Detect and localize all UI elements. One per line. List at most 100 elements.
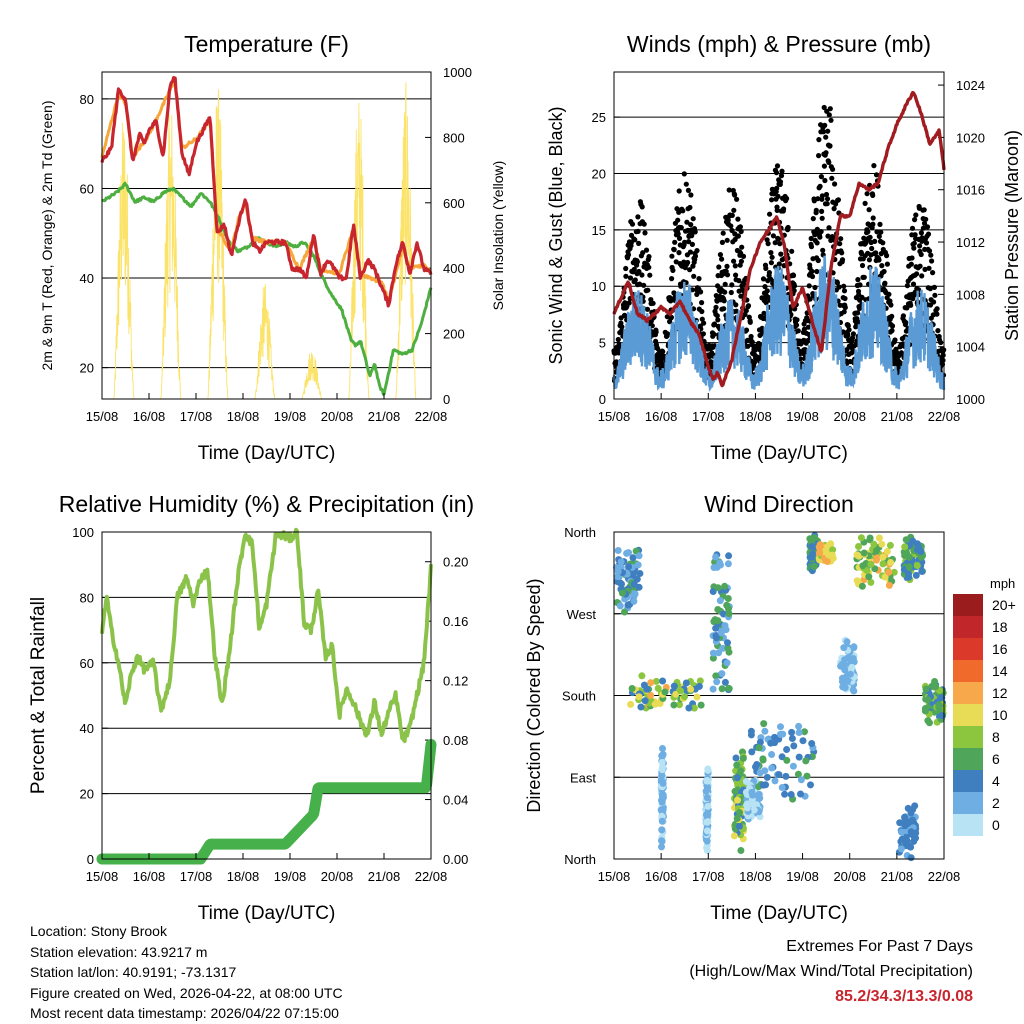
gust-point <box>919 273 925 279</box>
direction-point <box>759 755 767 763</box>
gust-point <box>642 230 648 236</box>
gust-point <box>684 219 690 225</box>
direction-point <box>658 826 666 834</box>
direction-point <box>715 649 723 657</box>
gust-point <box>821 163 828 169</box>
rh-xtick-label: 18/08 <box>227 869 260 884</box>
direction-point <box>651 700 659 708</box>
dir-ytick-label: North <box>564 525 596 540</box>
gust-point <box>813 207 819 213</box>
direction-point <box>752 763 759 771</box>
wind-rtick-label: 1008 <box>956 287 985 302</box>
direction-point <box>905 570 913 578</box>
direction-point <box>623 549 631 557</box>
gust-point <box>859 294 865 300</box>
gust-point <box>728 289 734 296</box>
direction-point <box>887 559 895 566</box>
gust-point <box>846 327 852 333</box>
gust-point <box>698 289 704 295</box>
direction-point <box>652 677 660 685</box>
gust-point <box>729 212 735 218</box>
direction-point <box>873 554 881 562</box>
gust-point <box>728 223 734 229</box>
gust-point <box>714 313 720 319</box>
dir-xtick-label: 21/08 <box>881 869 914 884</box>
direction-point <box>659 745 666 752</box>
gust-point <box>839 250 845 256</box>
gust-point <box>793 322 800 328</box>
station-pressure-line <box>612 90 946 388</box>
gust-point <box>817 183 823 189</box>
direction-point <box>702 787 710 795</box>
direction-point <box>850 687 858 695</box>
gust-point <box>647 272 653 278</box>
temp-xtick-label: 22/08 <box>415 409 448 424</box>
gust-point <box>934 311 940 317</box>
gust-point <box>665 331 671 337</box>
temp-xtick-label: 21/08 <box>368 409 401 424</box>
rh-ytick-label: 20 <box>80 787 94 802</box>
gust-point <box>889 313 895 319</box>
direction-point <box>858 582 866 590</box>
direction-point <box>797 776 805 784</box>
gust-point <box>910 281 917 287</box>
direction-point <box>617 558 625 566</box>
gust-point <box>675 231 681 237</box>
gust-point <box>839 257 846 263</box>
direction-point <box>816 549 824 557</box>
direction-point <box>795 722 803 730</box>
direction-point <box>808 740 816 747</box>
direction-point <box>647 691 655 699</box>
gust-point <box>940 352 946 358</box>
direction-point <box>879 560 887 568</box>
direction-point <box>828 551 836 559</box>
gust-point <box>721 298 727 304</box>
direction-point <box>703 827 711 835</box>
gust-point <box>764 288 770 294</box>
gust-point <box>911 240 917 246</box>
gust-point <box>696 276 702 282</box>
gust-point <box>615 336 621 343</box>
direction-point <box>631 590 639 598</box>
direction-point <box>702 836 710 844</box>
direction-point <box>909 537 917 545</box>
gust-point <box>823 191 830 198</box>
gust-point <box>770 233 777 239</box>
gust-point <box>824 201 830 207</box>
direction-point <box>799 737 807 745</box>
direction-point <box>643 685 651 693</box>
gust-point <box>790 272 797 279</box>
gust-point <box>760 276 767 282</box>
rh-ytick-label: 60 <box>80 656 94 671</box>
gust-point <box>922 266 928 272</box>
gust-point <box>653 329 659 335</box>
temp-2m-line <box>100 75 433 308</box>
direction-point <box>902 536 910 544</box>
direction-point <box>840 644 848 652</box>
direction-point <box>731 787 739 795</box>
direction-point <box>723 659 731 667</box>
rh-rtick-label: 0.08 <box>443 733 468 748</box>
direction-point <box>771 777 779 785</box>
direction-point <box>855 552 863 560</box>
direction-point <box>734 796 741 804</box>
gust-point <box>818 174 825 180</box>
direction-point <box>857 534 865 542</box>
gust-point <box>729 282 735 288</box>
direction-point <box>807 781 814 789</box>
extremes-values: 85.2/34.3/13.3/0.08 <box>835 988 973 1005</box>
gust-point <box>859 262 866 269</box>
temp-9m-line <box>100 81 433 302</box>
direction-point <box>783 756 791 764</box>
direction-point <box>614 568 622 576</box>
gust-point <box>823 134 829 140</box>
gust-point <box>699 316 705 322</box>
gust-point <box>889 323 896 329</box>
gust-point <box>687 249 694 255</box>
direction-point <box>676 701 683 709</box>
gust-point <box>631 266 637 272</box>
direction-point <box>635 552 643 560</box>
direction-point <box>633 575 641 583</box>
rh-xtick-label: 22/08 <box>415 869 448 884</box>
colorbar-label: 4 <box>992 773 1000 789</box>
